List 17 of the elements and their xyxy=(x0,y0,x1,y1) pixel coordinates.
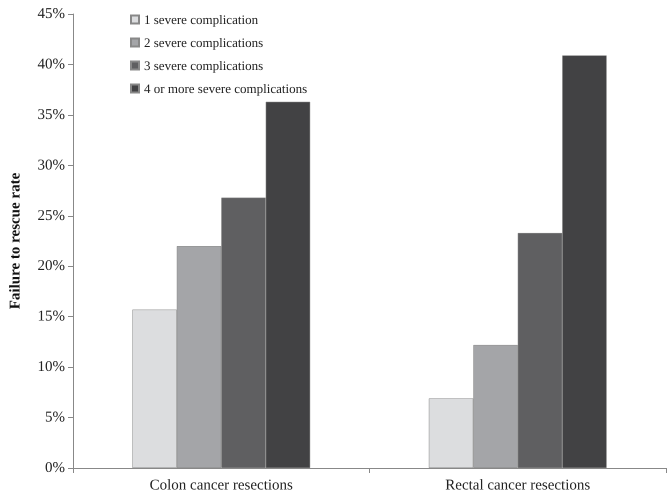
y-tick-label: 20% xyxy=(38,258,65,274)
legend-label: 3 severe complications xyxy=(144,58,264,73)
y-tick-label: 35% xyxy=(38,106,65,123)
legend-label: 1 severe complication xyxy=(144,12,259,27)
x-tick-label: Colon cancer resections xyxy=(150,478,294,494)
y-tick-label: 25% xyxy=(38,208,65,224)
y-tick-label: 10% xyxy=(38,359,65,376)
y-tick-label: 40% xyxy=(38,56,65,72)
y-tick-label: 15% xyxy=(38,308,65,325)
legend-label: 4 or more severe complications xyxy=(144,81,308,96)
y-axis-title: Failure to rescue rate xyxy=(8,172,24,310)
x-tick-label: Rectal cancer resections xyxy=(445,478,590,494)
y-tick-label: 30% xyxy=(38,157,65,174)
y-tick-label: 45% xyxy=(38,6,65,22)
legend-label: 2 severe complications xyxy=(144,35,264,50)
y-tick-label: 5% xyxy=(45,410,65,426)
y-tick-label: 0% xyxy=(45,460,65,476)
